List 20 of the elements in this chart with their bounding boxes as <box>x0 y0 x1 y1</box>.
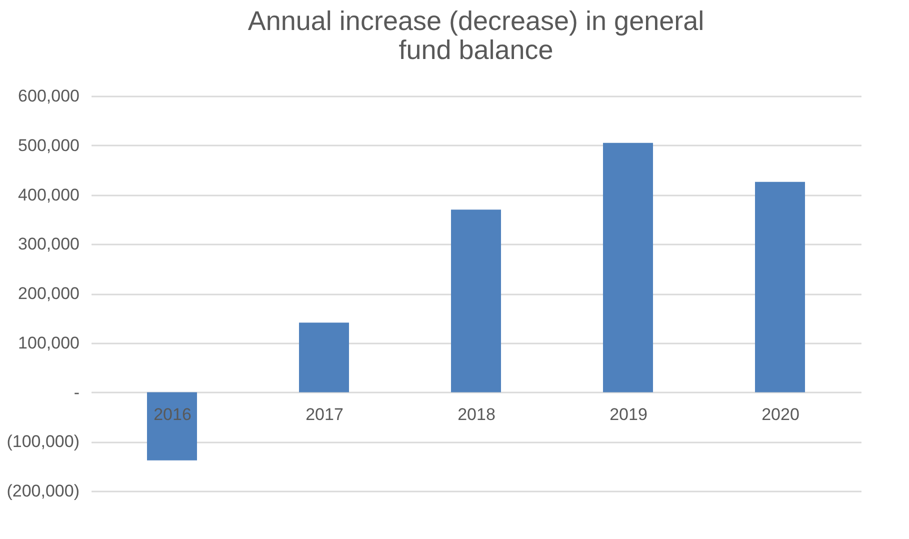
y-tick-label: (100,000) <box>6 432 80 452</box>
x-tick-label: 2017 <box>306 404 344 424</box>
y-tick-label: 200,000 <box>18 284 80 303</box>
bar <box>755 182 805 392</box>
chart-title: Annual increase (decrease) in general fund balance <box>248 6 704 65</box>
y-tick-label: (200,000) <box>6 482 80 500</box>
x-tick-label: 2020 <box>762 404 800 424</box>
y-tick-label: 500,000 <box>18 136 80 155</box>
y-tick-label: 400,000 <box>18 185 80 204</box>
bar <box>147 392 197 460</box>
y-tick-label: 100,000 <box>18 333 80 352</box>
x-tick-label: 2018 <box>458 404 496 424</box>
y-tick-label: 300,000 <box>18 234 80 254</box>
y-tick-label: 600,000 <box>18 86 80 106</box>
bar <box>603 142 653 392</box>
bar <box>451 210 501 392</box>
x-tick-label: 2019 <box>610 404 648 424</box>
bar <box>299 322 349 392</box>
y-tick-label: - <box>74 382 80 402</box>
x-tick-label: 2016 <box>154 404 192 424</box>
